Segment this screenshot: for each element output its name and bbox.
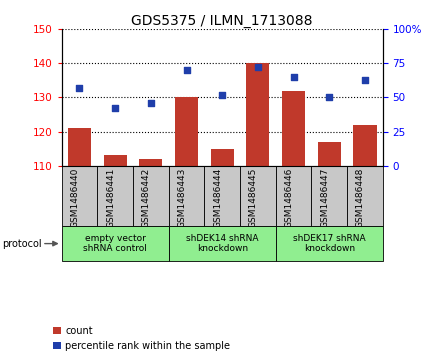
- Point: [290, 74, 297, 80]
- Point: [183, 67, 190, 73]
- Text: GSM1486440: GSM1486440: [70, 167, 80, 228]
- Bar: [133, 166, 169, 226]
- Bar: [240, 166, 276, 226]
- Bar: [318, 142, 341, 166]
- Bar: [169, 166, 204, 226]
- Bar: [103, 155, 127, 166]
- Bar: [276, 226, 383, 261]
- Title: GDS5375 / ILMN_1713088: GDS5375 / ILMN_1713088: [132, 14, 313, 28]
- Bar: [97, 166, 133, 226]
- Text: GSM1486442: GSM1486442: [142, 167, 151, 228]
- Bar: [175, 97, 198, 166]
- Point: [326, 94, 333, 100]
- Text: GSM1486443: GSM1486443: [177, 167, 187, 228]
- Bar: [169, 226, 276, 261]
- Point: [254, 64, 261, 70]
- Bar: [276, 166, 312, 226]
- Bar: [347, 166, 383, 226]
- Bar: [139, 159, 162, 166]
- Bar: [62, 166, 97, 226]
- Text: GSM1486441: GSM1486441: [106, 167, 115, 228]
- Text: GSM1486447: GSM1486447: [320, 167, 329, 228]
- Point: [147, 100, 154, 106]
- Bar: [211, 148, 234, 166]
- Point: [76, 85, 83, 91]
- Bar: [353, 125, 377, 166]
- Text: GSM1486445: GSM1486445: [249, 167, 258, 228]
- Bar: [68, 128, 91, 166]
- Bar: [282, 90, 305, 166]
- Legend: count, percentile rank within the sample: count, percentile rank within the sample: [49, 322, 234, 355]
- Bar: [312, 166, 347, 226]
- Text: GSM1486448: GSM1486448: [356, 167, 365, 228]
- Text: shDEK14 shRNA
knockdown: shDEK14 shRNA knockdown: [186, 234, 258, 253]
- Text: protocol: protocol: [2, 238, 42, 249]
- Bar: [204, 166, 240, 226]
- Bar: [246, 63, 269, 166]
- Bar: [62, 226, 169, 261]
- Text: shDEK17 shRNA
knockdown: shDEK17 shRNA knockdown: [293, 234, 366, 253]
- Text: GSM1486446: GSM1486446: [285, 167, 293, 228]
- Point: [361, 77, 368, 82]
- Point: [112, 105, 119, 111]
- Point: [219, 92, 226, 98]
- Text: empty vector
shRNA control: empty vector shRNA control: [83, 234, 147, 253]
- Text: GSM1486444: GSM1486444: [213, 167, 222, 228]
